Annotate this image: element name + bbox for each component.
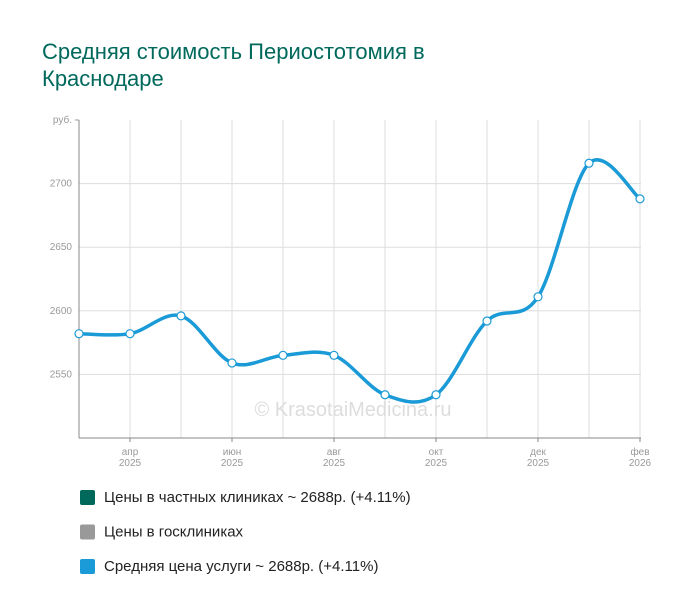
point	[380, 390, 390, 400]
point	[278, 350, 288, 360]
y-tick-label: руб.	[53, 114, 72, 126]
x-tick-month: окт	[429, 447, 444, 458]
point	[176, 311, 186, 321]
x-tick-year: 2025	[323, 458, 346, 469]
legend-label: Цены в госклиниках	[104, 523, 244, 540]
y-tick-label: 2650	[50, 242, 73, 253]
x-tick-year: 2025	[527, 458, 550, 469]
x-tick-year: 2025	[425, 458, 448, 469]
point	[584, 158, 594, 168]
point	[482, 316, 492, 326]
chart-title: Средняя стоимость Периостотомия в Красно…	[42, 39, 425, 91]
x-tick-month: апр	[122, 447, 139, 458]
y-tick-label: 2700	[50, 179, 73, 190]
watermark: © KrasotaiMedicina.ru	[254, 399, 451, 421]
legend-swatch	[80, 559, 95, 574]
point	[227, 358, 237, 368]
legend-label: Средняя цена услуги ~ 2688р. (+4.11%)	[104, 558, 378, 575]
point	[125, 329, 135, 339]
point	[431, 390, 441, 400]
legend-swatch	[80, 524, 95, 540]
x-tick-month: авг	[327, 447, 342, 458]
x-tick-month: дек	[530, 447, 546, 458]
x-tick-year: 2026	[629, 458, 652, 469]
y-tick-label: 2550	[50, 369, 73, 380]
legend-label: Цены в частных клиниках ~ 2688р. (+4.11%…	[104, 489, 411, 506]
line	[78, 158, 642, 404]
x-tick-year: 2025	[119, 458, 142, 469]
point	[329, 350, 339, 360]
legend-swatch	[80, 490, 95, 505]
x-tick-month: фев	[630, 446, 649, 458]
y-tick-label: 2600	[50, 306, 73, 317]
point	[74, 329, 84, 339]
x-tick-month: июн	[223, 447, 242, 458]
point	[533, 292, 543, 302]
x-tick-year: 2025	[221, 458, 244, 469]
point	[635, 194, 645, 204]
